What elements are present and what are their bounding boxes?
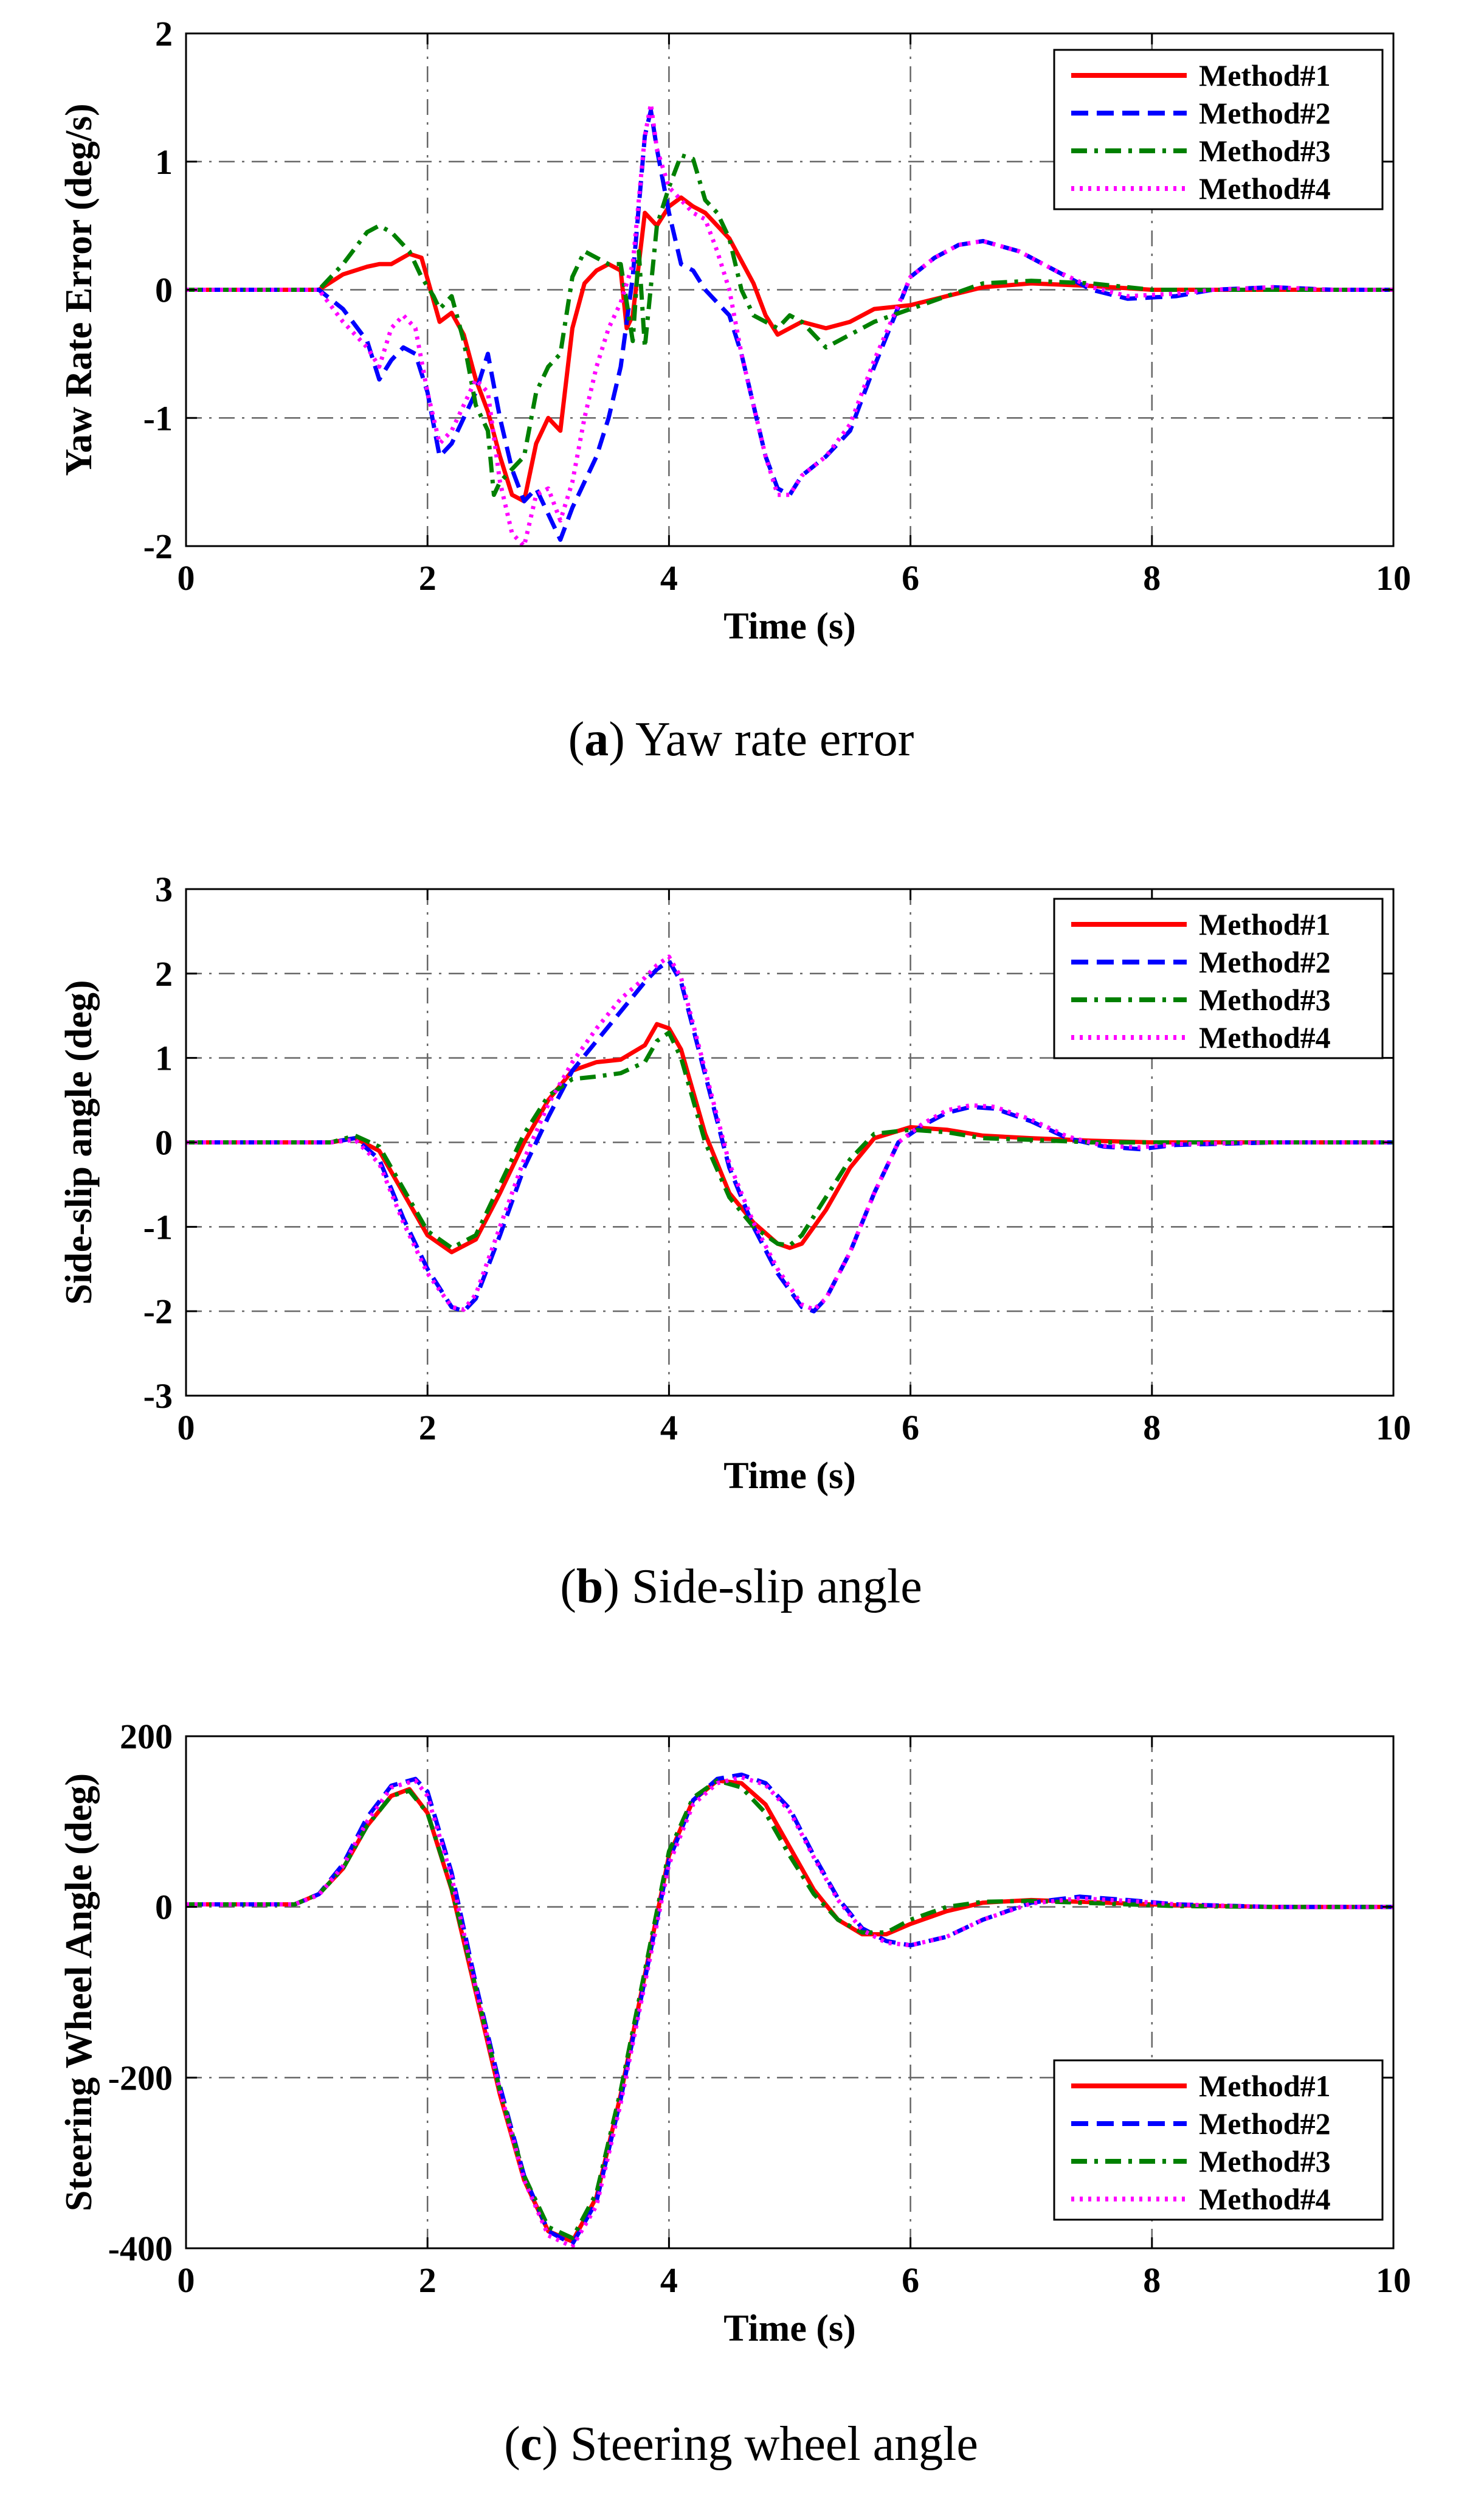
caption-text: ( <box>560 1560 576 1613</box>
y-tick-label: 1 <box>155 142 173 182</box>
x-tick-label: 8 <box>1143 2260 1161 2300</box>
legend-label: Method#1 <box>1199 907 1331 941</box>
legend-label: Method#1 <box>1199 58 1331 92</box>
legend-label: Method#3 <box>1199 2144 1331 2178</box>
legend-label: Method#4 <box>1199 1020 1331 1055</box>
figure-caption: (a) Yaw rate error <box>568 713 914 766</box>
plot-frame <box>185 1735 1395 2249</box>
legend-label: Method#2 <box>1199 945 1331 979</box>
y-tick-label: 0 <box>155 1888 173 1927</box>
x-axis-label: Time (s) <box>723 1455 856 1497</box>
y-tick-label: 2 <box>155 954 173 994</box>
y-tick-label: 200 <box>120 1717 173 1756</box>
x-tick-label: 10 <box>1376 2260 1411 2300</box>
caption-text: ) <box>609 713 625 766</box>
series-line-method-1 <box>186 1022 1393 1255</box>
x-tick-label: 0 <box>178 2260 195 2300</box>
figure-caption: (b) Side-slip angle <box>560 1560 922 1613</box>
y-tick-label: -400 <box>108 2229 173 2268</box>
legend-label: Method#2 <box>1199 2107 1331 2141</box>
caption-text: Yaw rate error <box>625 713 914 766</box>
x-tick-label: 0 <box>178 558 195 598</box>
figure-caption: (c) Steering wheel angle <box>504 2417 978 2471</box>
y-tick-label: -200 <box>108 2058 173 2097</box>
caption-letter: c <box>520 2417 542 2471</box>
x-tick-label: 4 <box>660 2260 678 2300</box>
caption-text: Side-slip angle <box>619 1560 922 1613</box>
x-tick-label: 0 <box>178 1408 195 1447</box>
y-tick-label: -2 <box>143 1292 173 1331</box>
x-tick-label: 8 <box>1143 558 1161 598</box>
x-tick-label: 6 <box>902 558 919 598</box>
caption-text: ) <box>542 2417 558 2471</box>
caption-text: ( <box>504 2417 520 2471</box>
legend-label: Method#1 <box>1199 2069 1331 2103</box>
y-tick-label: 2 <box>155 14 173 54</box>
caption-text: ( <box>568 713 585 766</box>
caption-letter: a <box>584 713 609 766</box>
legend-label: Method#4 <box>1199 171 1331 206</box>
series-line-method-1 <box>186 195 1393 504</box>
series-line-method-3 <box>186 153 1393 497</box>
legend-label: Method#2 <box>1199 96 1331 130</box>
legend-label: Method#3 <box>1199 983 1331 1017</box>
y-tick-label: -1 <box>143 398 173 438</box>
y-tick-label: 0 <box>155 1123 173 1163</box>
chart-a: 0 2 4 6 8 10 -2 -1 0 1 2 Time (s) Yaw Rate Error (de… <box>58 14 1411 766</box>
x-tick-label: 4 <box>660 1408 678 1447</box>
y-tick-label: -1 <box>143 1207 173 1247</box>
caption-text: Steering wheel angle <box>558 2417 978 2471</box>
legend-label: Method#3 <box>1199 134 1331 168</box>
x-tick-label: 10 <box>1376 558 1411 598</box>
series-line-method-2 <box>186 108 1393 542</box>
series-line-method-2 <box>186 1772 1393 2246</box>
y-axis-label: Side-slip angle (deg) <box>58 980 100 1305</box>
x-tick-label: 2 <box>419 558 437 598</box>
caption-letter: b <box>576 1560 604 1613</box>
x-tick-label: 2 <box>419 2260 437 2300</box>
chart-b: 0 2 4 6 8 10 -3 -2 -1 0 1 2 3 Time (s) Side-slip angle… <box>58 870 1411 1613</box>
x-tick-label: 4 <box>660 558 678 598</box>
y-tick-label: -3 <box>143 1376 173 1416</box>
y-axis-label: Steering Wheel Angle (deg) <box>58 1773 100 2211</box>
series-line-method-3 <box>186 1778 1393 2240</box>
series-line-method-3 <box>186 1030 1393 1250</box>
x-axis-label: Time (s) <box>723 606 856 647</box>
x-axis-label: Time (s) <box>723 2308 856 2349</box>
y-tick-label: 1 <box>155 1039 173 1078</box>
x-tick-label: 6 <box>902 1408 919 1447</box>
y-tick-label: -2 <box>143 527 173 566</box>
x-tick-label: 8 <box>1143 1408 1161 1447</box>
y-axis-label: Yaw Rate Error (deg/s) <box>58 103 100 476</box>
x-tick-label: 10 <box>1376 1408 1411 1447</box>
chart-c: 0 2 4 6 8 10 -400 -200 0 200 Time (s) Steering Whee… <box>58 1717 1411 2471</box>
x-tick-label: 6 <box>902 2260 919 2300</box>
x-tick-label: 2 <box>419 1408 437 1447</box>
y-tick-label: 0 <box>155 271 173 310</box>
legend-label: Method#4 <box>1199 2182 1331 2216</box>
caption-text: ) <box>603 1560 619 1613</box>
y-tick-label: 3 <box>155 870 173 909</box>
